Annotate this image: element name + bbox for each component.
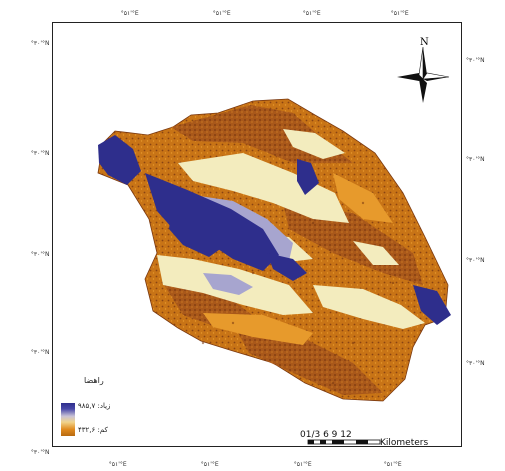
left-tick-4: °۳۰'°N (30, 349, 50, 356)
terrain-speckle (171, 161, 395, 385)
scale-numbers: 01/3 6 9 12 (300, 430, 352, 440)
left-tick-1: °۳۰'°N (30, 40, 50, 47)
orange-band-2 (333, 173, 393, 223)
top-tick-3: °۵۱'°E (302, 10, 322, 17)
top-tick-4: °۵۱'°E (390, 10, 410, 17)
top-tick-1: °۵۱'°E (120, 10, 140, 17)
scale-bar (307, 439, 381, 445)
blue-zone-2 (145, 173, 279, 271)
left-tick-3: °۳۰'°N (30, 251, 50, 258)
right-tick-2: °۳۰'°N (466, 156, 486, 163)
right-tick-3: °۳۰'°N (466, 257, 486, 264)
right-tick-4: °۳۰'°N (466, 360, 486, 367)
blue-zone-3 (169, 213, 223, 257)
north-arrow-icon (397, 46, 450, 103)
blue-zone-1 (98, 135, 141, 185)
blue-zone-5 (413, 285, 451, 325)
cream-band-4 (283, 129, 345, 159)
scale-unit: Kilometers (380, 438, 429, 448)
legend-color-ramp (61, 403, 75, 436)
legend-low-label: کم: ۴۳۲,۶ (78, 426, 108, 434)
bottom-tick-1: °۵۱'°E (108, 461, 128, 468)
cream-band-1 (178, 153, 349, 223)
bottom-tick-2: °۵۱'°E (200, 461, 220, 468)
blue-zone-6 (267, 253, 307, 281)
cream-band-6 (353, 241, 399, 265)
cream-band-3 (313, 285, 425, 329)
left-tick-2: °۳۰'°N (30, 150, 50, 157)
bottom-tick-4: °۵۱'°E (383, 461, 403, 468)
top-tick-2: °۵۱'°E (212, 10, 232, 17)
legend-high-label: زیاد: ۹۸۵,۷ (78, 402, 111, 410)
blue-zone-4 (297, 159, 319, 195)
right-tick-1: °۳۰'°N (466, 57, 486, 64)
map-frame (52, 22, 462, 447)
lavender-zone-2 (203, 273, 253, 295)
north-letter: N (420, 37, 429, 48)
legend-title: راهضا (84, 376, 104, 385)
bottom-tick-3: °۵۱'°E (293, 461, 313, 468)
hazard-map (97, 98, 451, 402)
orange-band-1 (203, 313, 313, 345)
left-tick-5: °۳۰'°N (30, 449, 50, 456)
ridge-3 (233, 323, 383, 395)
